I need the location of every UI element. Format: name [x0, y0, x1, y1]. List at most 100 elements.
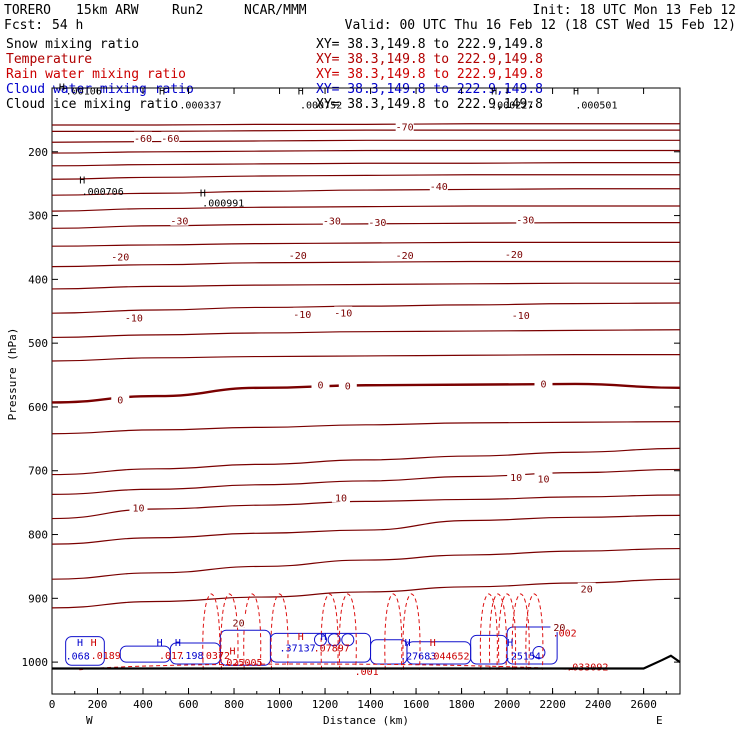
x-tick-label: 1600 — [403, 698, 430, 711]
rain-contour — [220, 593, 239, 670]
high-marker: H — [175, 638, 181, 649]
isotherm-line — [51, 468, 681, 495]
rain-contours — [79, 593, 576, 671]
rain-contour — [320, 593, 339, 670]
maximum-value-label: .198 — [179, 651, 203, 662]
maximum-value-label: .001 — [355, 667, 379, 678]
rain-contour — [338, 593, 357, 670]
x-tick-label: 2200 — [539, 698, 566, 711]
label-halo — [334, 306, 353, 318]
high-marker: H — [159, 86, 165, 97]
high-marker: H — [200, 188, 206, 199]
field-xy: XY= 38.3,149.8 to 222.9,149.8 — [316, 52, 543, 67]
isotherm-label: 10 — [335, 494, 347, 505]
isotherm-line — [51, 162, 680, 167]
isotherm-line — [51, 205, 680, 212]
label-halo — [534, 377, 553, 389]
isotherm-label: -30 — [323, 217, 341, 228]
x-tick-label: 0 — [49, 698, 56, 711]
x-tick-label: 1400 — [357, 698, 384, 711]
y-tick-label: 600 — [28, 401, 48, 414]
isotherm-line — [51, 514, 681, 545]
isotherm-label: -20 — [111, 252, 129, 263]
isotherm-label: -10 — [334, 309, 352, 320]
rain-contour — [270, 593, 289, 670]
label-halo — [368, 215, 387, 227]
maximum-value-label: .00106 — [66, 86, 102, 97]
label-halo — [516, 213, 535, 225]
maximum-value-label: .37137 — [280, 643, 316, 654]
maximum-value-label: .000752 — [300, 100, 342, 111]
isotherm-lines — [51, 123, 681, 609]
label-halo — [288, 249, 307, 261]
y-tick-label: 700 — [28, 465, 48, 478]
isotherm-line — [51, 302, 681, 314]
rain-contour — [479, 593, 498, 670]
field-name: Temperature — [6, 52, 92, 67]
y-tick-label: 300 — [28, 210, 48, 223]
x-tick-label: 1000 — [266, 698, 293, 711]
y-tick-label: 800 — [28, 529, 48, 542]
maximum-value-label: .27683 — [400, 652, 436, 663]
label-halo — [134, 131, 153, 143]
plot-frame — [51, 87, 681, 695]
header: TORERO 15km ARW Run2 NCAR/MMM Init: 18 U… — [4, 3, 736, 33]
isotherm-label: 20 — [233, 619, 245, 630]
isotherm-line — [51, 447, 681, 476]
isotherm-line — [51, 174, 680, 180]
isotherm-label: -70 — [396, 122, 414, 133]
fcst-value: 54 h — [52, 18, 83, 33]
label-halo — [331, 491, 350, 503]
y-tick-label: 500 — [28, 337, 48, 350]
resolution: 15km ARW — [76, 3, 139, 18]
high-marker: H — [298, 86, 304, 97]
cloud-water-contour — [506, 626, 558, 665]
high-marker: H — [507, 638, 513, 649]
isotherm-label: 10 — [537, 474, 549, 485]
maximum-value-label: .07897 — [314, 643, 350, 654]
label-halo — [338, 379, 357, 391]
y-tick-label: 200 — [28, 146, 48, 159]
label-halo — [429, 180, 448, 192]
isotherm-label: 20 — [581, 585, 593, 596]
cloud-water-cell — [313, 633, 327, 647]
isotherm-line — [51, 578, 681, 609]
field-xy: XY= 38.3,149.8 to 222.9,149.8 — [316, 82, 543, 97]
label-halo — [577, 582, 596, 594]
valid-time: Valid: 00 UTC Thu 16 Feb 12 (18 CST Wed … — [345, 18, 736, 33]
isotherm-label: -10 — [125, 314, 143, 325]
maximum-value-label: .0189 — [91, 651, 121, 662]
field-name: Cloud water mixing ratio — [6, 82, 194, 97]
org-label: NCAR/MMM — [244, 3, 307, 18]
maximum-value-label: .017 — [159, 651, 183, 662]
isotherm-label: 10 — [132, 504, 144, 515]
isotherm-label: -30 — [170, 217, 188, 228]
x-axis-label: Distance (km) — [323, 714, 409, 727]
east-label: E — [656, 714, 663, 727]
high-marker: H — [405, 638, 411, 649]
x-tick-label: 200 — [88, 698, 108, 711]
x-tick-label: 600 — [179, 698, 199, 711]
cloud-water-cell — [327, 633, 341, 647]
high-marker: H — [91, 638, 97, 649]
maximum-value-label: .000501 — [575, 100, 617, 111]
isotherm-label: -10 — [512, 311, 530, 322]
y-tick-label: 900 — [28, 592, 48, 605]
label-halo — [395, 249, 414, 261]
isotherm-label: -60 — [161, 134, 179, 145]
x-tick-label: 2400 — [585, 698, 612, 711]
west-label: W — [86, 714, 93, 727]
isotherm-line — [51, 282, 680, 290]
label-halo — [550, 621, 569, 633]
label-halo — [322, 214, 341, 226]
field-name: Snow mixing ratio — [6, 37, 139, 52]
isotherm-line — [51, 188, 680, 196]
high-marker: H — [79, 176, 85, 187]
isotherm-label: -60 — [134, 134, 152, 145]
label-halo — [129, 501, 148, 513]
model-name: TORERO — [4, 3, 51, 18]
isotherm-label: 0 — [345, 381, 351, 392]
rain-contour — [525, 593, 544, 670]
rain-contour — [243, 593, 262, 670]
cloud-contours — [65, 626, 558, 666]
